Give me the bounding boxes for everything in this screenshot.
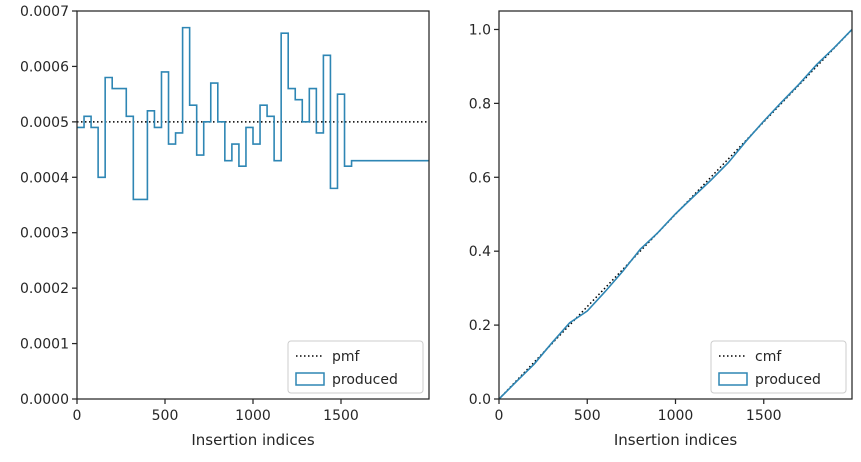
chart1-legend-label-pmf: pmf	[332, 349, 361, 365]
chart2-legend: cmf produced	[710, 340, 847, 394]
chart1-series-produced-line	[77, 26, 429, 201]
chart1-xtick-label: 1000	[235, 408, 271, 424]
chart2-legend-label-produced: produced	[755, 372, 821, 388]
chart1-xtick-label: 1500	[323, 408, 359, 424]
chart2-ytick-label: 0.0	[469, 392, 491, 408]
chart1-xtick-label: 0	[73, 408, 82, 424]
chart1-legend-label-produced: produced	[332, 372, 398, 388]
chart2-series-cmf-line	[498, 28, 853, 400]
chart2-xtick-label: 500	[574, 408, 601, 424]
chart2-ytick-label: 0.6	[469, 170, 491, 186]
chart2-legend-label-cmf: cmf	[755, 349, 782, 365]
chart1-ytick-label: 0.0003	[20, 226, 69, 242]
chart2-ytick-label: 1.0	[469, 22, 491, 38]
chart1-ytick-label: 0.0001	[20, 337, 69, 353]
chart1-ytick-label: 0.0006	[20, 59, 69, 75]
chart1-legend-box	[287, 340, 424, 394]
chart1-ytick-label: 0.0002	[20, 281, 69, 297]
chart1-ytick-label: 0.0004	[20, 170, 69, 186]
chart2-legend-box	[710, 340, 847, 394]
chart2-xtick-label: 1000	[658, 408, 694, 424]
chart2-ytick-label: 0.2	[469, 318, 491, 334]
chart1-ytick-label: 0.0005	[20, 115, 69, 131]
chart2-xtick-label: 1500	[746, 408, 782, 424]
chart1-legend-marker-produced	[295, 372, 325, 386]
chart2-panel: 0 500 1000 1500 0.0 0.2 0.4 0.6 0.8 1.0 Insertion …	[469, 10, 853, 449]
chart2-xtick-label: 0	[495, 408, 504, 424]
chart1-panel: 0 500 1000 1500 0.0000 0.0001 0.0002 0.0003 0.00…	[20, 4, 430, 449]
chart2-series-produced-line	[498, 28, 853, 400]
chart2-ytick-label: 0.4	[469, 244, 491, 260]
chart2-xaxis-label: Insertion indices	[614, 431, 737, 449]
chart1-xtick-label: 500	[152, 408, 179, 424]
chart2-ytick-label: 0.8	[469, 96, 491, 112]
chart1-ytick-label: 0.0000	[20, 392, 69, 408]
chart1-xaxis-label: Insertion indices	[191, 431, 314, 449]
chart1-ytick-label: 0.0007	[20, 4, 69, 20]
chart2-legend-marker-produced	[718, 372, 748, 386]
chart1-legend: pmf produced	[287, 340, 424, 394]
